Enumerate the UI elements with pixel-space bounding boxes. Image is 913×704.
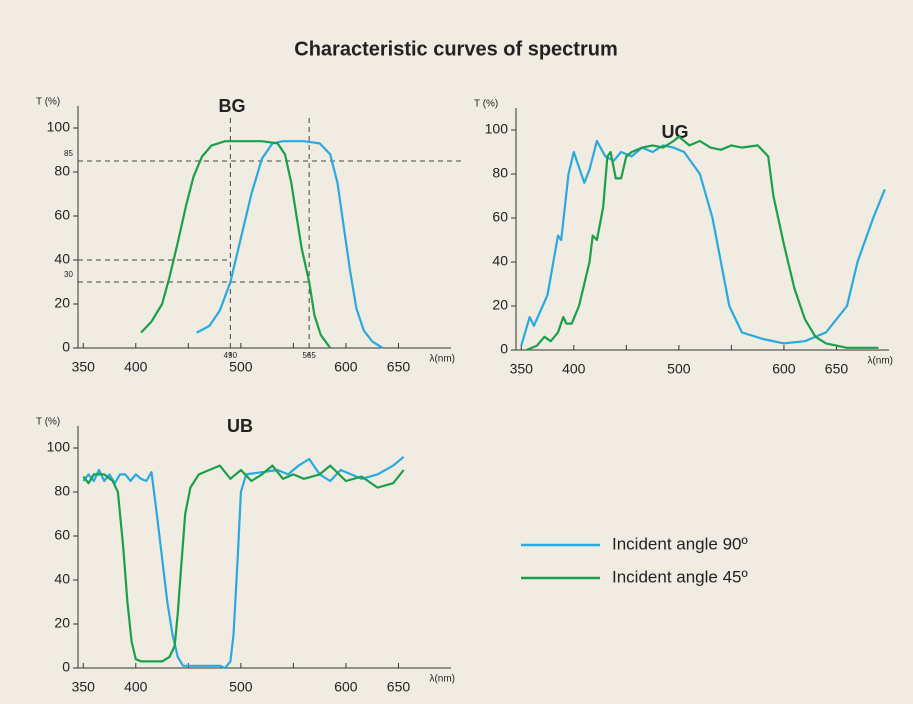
y-tick-label: 0 [500, 341, 508, 357]
x-tick-label: 400 [124, 679, 148, 695]
x-tick-label: 500 [667, 361, 691, 377]
y-tick-label: 20 [492, 297, 508, 313]
x-tick-label: 350 [72, 359, 96, 375]
reference-label: 490 [224, 351, 238, 360]
y-axis-label: T (%) [36, 97, 60, 108]
y-tick-label: 20 [54, 615, 70, 631]
x-tick-label: 500 [229, 679, 253, 695]
line-series [526, 135, 879, 352]
x-axis-label: λ(nm) [429, 354, 455, 365]
y-tick-label: 80 [492, 165, 508, 181]
y-tick-label: 100 [47, 119, 71, 135]
line-series [82, 455, 405, 670]
line-series [520, 139, 886, 346]
y-axis-label: T (%) [36, 417, 60, 428]
y-axis-label: T (%) [474, 99, 498, 110]
chart-title: Characteristic curves of spectrum [294, 38, 617, 60]
x-tick-label: 650 [387, 359, 411, 375]
y-tick-label: 60 [54, 207, 70, 223]
reference-label: 30 [64, 270, 73, 279]
legend-label: Incident angle 90º [612, 534, 748, 553]
x-tick-label: 650 [387, 679, 411, 695]
y-tick-label: 40 [492, 253, 508, 269]
x-tick-label: 600 [772, 361, 796, 377]
subplot-title: UG [662, 122, 689, 142]
x-tick-label: 650 [825, 361, 849, 377]
x-tick-label: 350 [72, 679, 96, 695]
x-tick-label: 400 [124, 359, 148, 375]
x-tick-label: 350 [510, 361, 534, 377]
x-axis-label: λ(nm) [867, 356, 893, 367]
y-tick-label: 80 [54, 483, 70, 499]
line-series [140, 140, 332, 349]
y-tick-label: 0 [62, 659, 70, 675]
legend-label: Incident angle 45º [612, 567, 748, 586]
subplot-title: BG [219, 96, 246, 116]
y-tick-label: 20 [54, 295, 70, 311]
line-series [82, 464, 405, 663]
y-tick-label: 40 [54, 251, 70, 267]
y-tick-label: 60 [492, 209, 508, 225]
subplot-title: UB [227, 416, 253, 436]
y-tick-label: 0 [62, 339, 70, 355]
y-tick-label: 100 [47, 439, 71, 455]
reference-label: 565 [302, 351, 316, 360]
y-tick-label: 60 [54, 527, 70, 543]
x-tick-label: 400 [562, 361, 586, 377]
x-axis-label: λ(nm) [429, 674, 455, 685]
y-tick-label: 80 [54, 163, 70, 179]
y-tick-label: 100 [485, 121, 509, 137]
x-tick-label: 600 [334, 359, 358, 375]
reference-label: 85 [64, 149, 73, 158]
x-tick-label: 500 [229, 359, 253, 375]
line-series [196, 140, 384, 349]
x-tick-label: 600 [334, 679, 358, 695]
y-tick-label: 40 [54, 571, 70, 587]
